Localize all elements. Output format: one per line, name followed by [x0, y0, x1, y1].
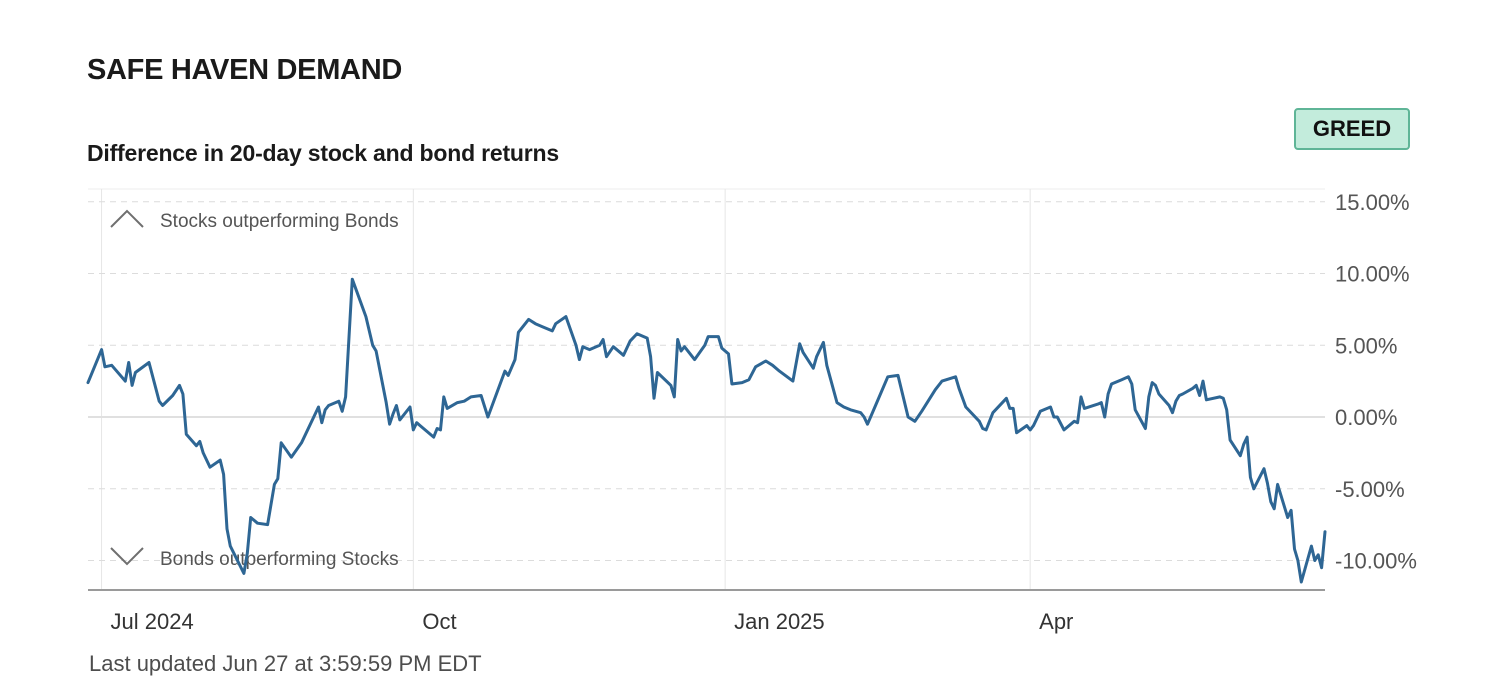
x-tick-label: Jul 2024 — [111, 609, 194, 634]
chart-subtitle: Difference in 20-day stock and bond retu… — [87, 140, 559, 166]
x-tick-label: Apr — [1039, 609, 1073, 634]
y-tick-label: 15.00% — [1335, 190, 1410, 215]
y-tick-label: -10.00% — [1335, 549, 1417, 574]
sentiment-badge: GREED — [1294, 108, 1410, 150]
x-tick-label: Oct — [422, 609, 456, 634]
x-axis-labels: Jul 2024 Oct Jan 2025 Apr — [111, 609, 1074, 634]
y-axis-labels: 15.00% 10.00% 5.00% 0.00% -5.00% -10.00% — [1335, 190, 1417, 574]
chevron-down-icon — [110, 547, 144, 566]
y-tick-label: 5.00% — [1335, 333, 1397, 358]
y-tick-label: 0.00% — [1335, 405, 1397, 430]
x-tick-label: Jan 2025 — [734, 609, 825, 634]
last-updated: Last updated Jun 27 at 3:59:59 PM EDT — [89, 651, 482, 676]
y-tick-label: -5.00% — [1335, 477, 1405, 502]
series-layer — [86, 277, 1327, 584]
chevron-up-icon — [110, 209, 144, 228]
chart-grid — [88, 188, 1325, 591]
annotation-bottom: Bonds outperforming Stocks — [160, 549, 399, 570]
y-tick-label: 10.00% — [1335, 262, 1410, 287]
chart-title: SAFE HAVEN DEMAND — [87, 54, 402, 86]
series-line — [86, 277, 1327, 584]
annotation-top: Stocks outperforming Bonds — [160, 211, 399, 232]
chart-annotations: Stocks outperforming Bonds Bonds outperf… — [110, 209, 399, 570]
